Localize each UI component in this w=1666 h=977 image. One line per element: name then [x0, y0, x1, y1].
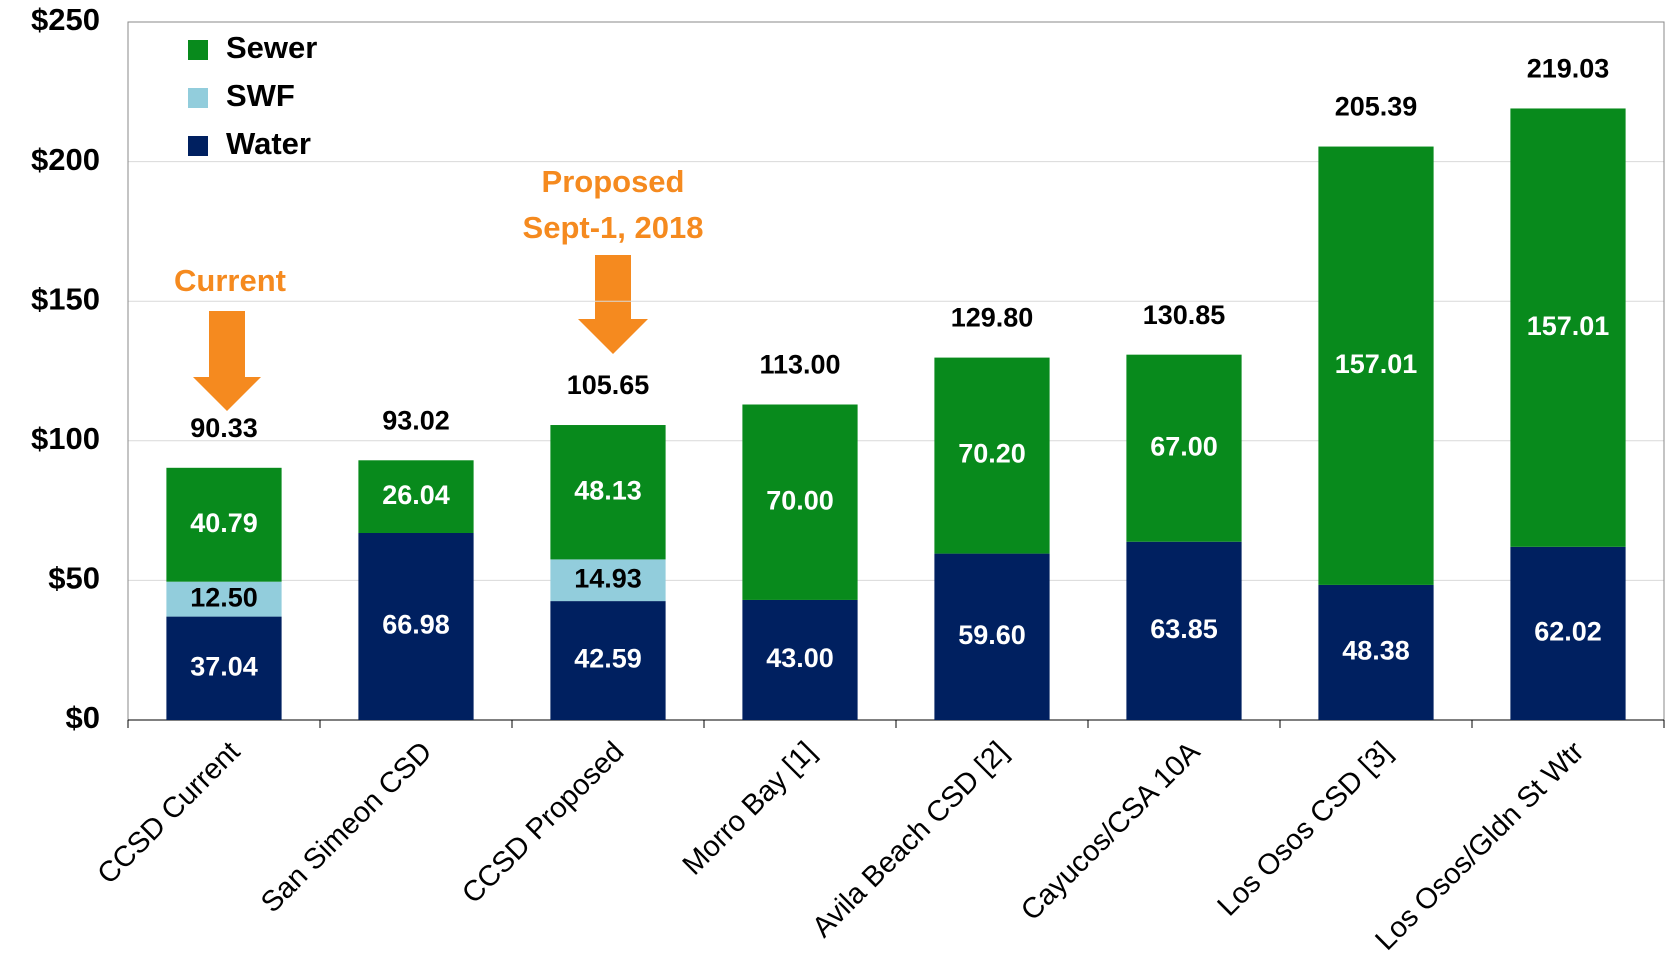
x-tick-label: CCSD Current: [92, 736, 247, 891]
data-label: 48.13: [574, 475, 642, 505]
annotation: Current: [174, 263, 286, 298]
data-label: 157.01: [1335, 349, 1418, 379]
data-label: 26.04: [382, 480, 450, 510]
bar-segment: [358, 532, 474, 720]
x-tick-label: Los Osos CSD [3]: [1212, 736, 1399, 923]
bar-segment: [934, 553, 1050, 720]
legend-swatch: [188, 88, 208, 108]
x-tick-label: San Simeon CSD: [255, 736, 438, 919]
x-tick-label: Los Osos/Gldn St Wtr: [1369, 735, 1590, 956]
data-label: 157.01: [1527, 311, 1610, 341]
bar-segment: [742, 599, 858, 720]
legend-label: SWF: [226, 78, 295, 113]
bar-segment: [1126, 354, 1242, 542]
legend-label: Water: [226, 126, 311, 161]
legend-swatch: [188, 40, 208, 60]
x-tick-label: Morro Bay [1]: [677, 736, 823, 882]
data-label: 37.04: [190, 651, 258, 681]
arrow: [578, 255, 648, 354]
data-label: 70.20: [958, 439, 1026, 469]
bar-segment: [1126, 541, 1242, 720]
x-tick-label: Cayucos/CSA 10A: [1015, 735, 1207, 927]
total-label: 205.39: [1335, 92, 1418, 122]
data-label: 70.00: [766, 485, 834, 515]
data-label: 62.02: [1534, 617, 1602, 647]
total-label: 130.85: [1143, 300, 1226, 330]
bar-segment: [166, 467, 282, 582]
data-label: 40.79: [190, 508, 258, 538]
data-label: 63.85: [1150, 614, 1218, 644]
total-label: 90.33: [190, 413, 258, 443]
bar-segment: [166, 581, 282, 617]
x-tick-label: CCSD Proposed: [456, 736, 630, 910]
bar-segment: [358, 460, 474, 533]
total-label: 219.03: [1527, 54, 1610, 84]
y-tick-label: $150: [31, 281, 100, 316]
legend-label: Sewer: [226, 30, 317, 65]
bar-segment: [934, 357, 1050, 554]
total-label: 93.02: [382, 405, 450, 435]
data-label: 67.00: [1150, 431, 1218, 461]
data-label: 12.50: [190, 582, 258, 612]
bar-segment: [550, 559, 666, 602]
bar-segment: [550, 601, 666, 720]
data-label: 48.38: [1342, 636, 1410, 666]
x-tick-label: Avila Beach CSD [2]: [806, 736, 1014, 944]
bar-segment: [1318, 584, 1434, 720]
arrow: [193, 311, 261, 411]
bar-segment: [742, 404, 858, 600]
bar-segment: [1510, 546, 1626, 720]
legend-swatch: [188, 136, 208, 156]
total-label: 129.80: [951, 303, 1034, 333]
data-label: 43.00: [766, 643, 834, 673]
bar-segment: [1510, 108, 1626, 547]
total-label: 113.00: [759, 350, 840, 380]
y-tick-label: $250: [31, 2, 100, 37]
bar-segment: [550, 425, 666, 560]
annotation: Sept-1, 2018: [523, 210, 704, 245]
data-label: 42.59: [574, 644, 642, 674]
annotation: Proposed: [542, 164, 685, 199]
y-tick-label: $200: [31, 142, 100, 177]
data-label: 14.93: [574, 563, 642, 593]
y-tick-label: $0: [66, 700, 100, 735]
data-label: 59.60: [958, 620, 1026, 650]
y-tick-label: $100: [31, 421, 100, 456]
data-label: 66.98: [382, 610, 450, 640]
bar-segment: [166, 616, 282, 720]
bar-segment: [1318, 146, 1434, 585]
y-tick-label: $50: [48, 561, 100, 596]
total-label: 105.65: [567, 370, 650, 400]
